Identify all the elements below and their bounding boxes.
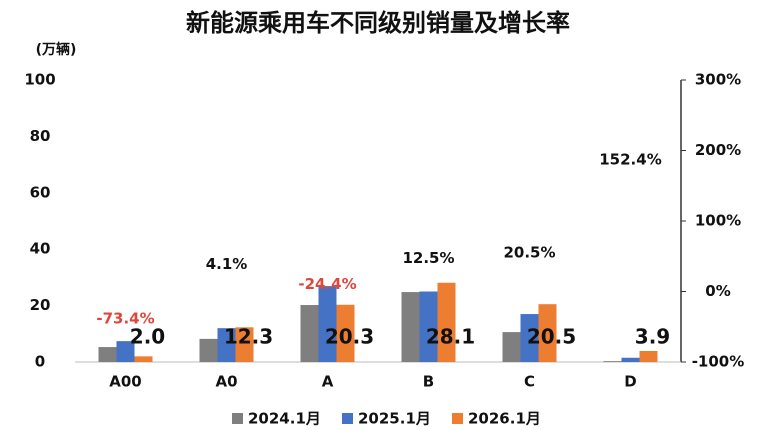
bar xyxy=(235,327,254,362)
y2-tick-label: 200% xyxy=(695,141,741,159)
y-tick-label: 80 xyxy=(30,127,51,145)
x-tick-label: A xyxy=(322,373,334,391)
growth-label: -24.4% xyxy=(298,275,356,293)
x-tick-label: B xyxy=(423,373,434,391)
bar xyxy=(134,356,153,362)
x-tick-label: A0 xyxy=(215,373,237,391)
growth-label: -73.4% xyxy=(96,310,154,328)
y-tick-label: 0 xyxy=(35,353,45,371)
growth-label: 4.1% xyxy=(206,255,248,273)
bar xyxy=(419,291,438,362)
data-label: 20.5 xyxy=(527,325,576,349)
bar xyxy=(401,292,420,362)
legend-swatch xyxy=(342,413,353,424)
bar xyxy=(116,341,135,362)
bar xyxy=(98,347,117,362)
bar xyxy=(603,361,622,362)
growth-label: 152.4% xyxy=(599,151,661,169)
x-tick-label: D xyxy=(624,373,636,391)
y-axis-label: (万辆) xyxy=(36,41,77,58)
y2-tick-label: -100% xyxy=(692,353,745,371)
legend-swatch xyxy=(232,413,243,424)
y-tick-label: 100 xyxy=(24,71,55,89)
data-label: 12.3 xyxy=(224,325,273,349)
y-tick-label: 40 xyxy=(30,240,51,258)
bar xyxy=(217,328,236,362)
bar xyxy=(621,357,640,362)
legend-swatch xyxy=(452,413,463,424)
y-tick-label: 60 xyxy=(30,183,51,201)
chart-title: 新能源乘用车不同级别销量及增长率 xyxy=(186,9,570,37)
x-tick-label: C xyxy=(524,373,535,391)
data-label: 2.0 xyxy=(130,325,165,349)
bar xyxy=(199,338,218,362)
legend-label: 2025.1月 xyxy=(358,410,431,428)
bar xyxy=(318,286,337,362)
bar xyxy=(502,332,521,362)
growth-label: 20.5% xyxy=(503,244,555,262)
legend-label: 2026.1月 xyxy=(468,410,541,428)
y2-tick-label: 0% xyxy=(705,282,730,300)
x-tick-label: A00 xyxy=(109,373,141,391)
bar xyxy=(520,314,539,362)
bar xyxy=(336,304,355,362)
bar xyxy=(538,304,557,362)
y2-tick-label: 100% xyxy=(695,212,741,230)
growth-label: 12.5% xyxy=(402,249,454,267)
data-label: 3.9 xyxy=(635,325,670,349)
bar xyxy=(437,282,456,362)
y2-tick-label: 300% xyxy=(695,71,741,89)
bar xyxy=(300,305,319,362)
data-label: 28.1 xyxy=(426,325,475,349)
data-label: 20.3 xyxy=(325,325,374,349)
bar xyxy=(639,351,658,362)
legend-label: 2024.1月 xyxy=(248,410,321,428)
y-tick-label: 20 xyxy=(30,296,51,314)
